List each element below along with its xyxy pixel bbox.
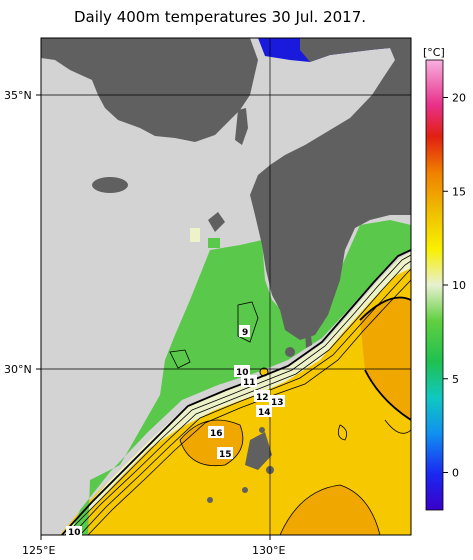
tsushima-island — [235, 108, 248, 145]
japan-landmass — [250, 38, 411, 340]
y-tick-label: 35°N — [4, 89, 32, 102]
hot-water-core — [280, 485, 380, 535]
contour-label: 10 — [236, 368, 249, 378]
hot-water-core — [360, 297, 411, 420]
thick-contours — [61, 249, 411, 535]
data-patch — [190, 228, 200, 242]
colorbar-tick-label: 0 — [452, 467, 459, 480]
cold-water-region — [70, 220, 411, 535]
contour-label: 15 — [219, 450, 232, 460]
colorbar-unit: [°C] — [423, 46, 445, 59]
contour-label: 12 — [256, 393, 269, 403]
colorbar-tick-label: 5 — [452, 373, 459, 386]
contour-label: 14 — [258, 408, 271, 418]
tanegashima-island — [305, 325, 312, 348]
y-tick-label: 30°N — [4, 363, 32, 376]
x-tick-label: 130°E — [252, 544, 285, 557]
frontal-band — [62, 252, 411, 535]
colorbar-tick-label: 15 — [452, 185, 466, 198]
colorbar: [°C] 20 15 10 5 0 — [423, 46, 466, 511]
plot-frame — [40, 37, 412, 536]
contour-label: 9 — [242, 328, 248, 338]
goto-islands — [208, 212, 225, 232]
x-tick-label: 125°E — [22, 544, 55, 557]
contour-label-group: 9 10 11 12 13 14 15 16 10 — [66, 325, 285, 538]
contour-label: 11 — [243, 378, 256, 388]
korea-landmass — [41, 38, 258, 142]
map-title: Daily 400m temperatures 30 Jul. 2017. — [73, 8, 367, 26]
colorbar-gradient — [425, 59, 444, 511]
colorbar-tick-label: 10 — [452, 279, 466, 292]
contour-label: 16 — [210, 429, 223, 439]
graticule — [41, 38, 411, 535]
small-island — [207, 497, 213, 503]
contour-label: 13 — [271, 398, 284, 408]
small-island — [259, 427, 265, 433]
yakushima-island — [285, 347, 295, 357]
tick-marks — [36, 94, 271, 540]
contour-label: 10 — [68, 528, 81, 538]
colorbar-tick-label: 20 — [452, 92, 466, 105]
small-island — [242, 487, 248, 493]
data-patch — [208, 238, 220, 248]
amami-island — [245, 432, 272, 470]
jeju-island — [92, 177, 128, 193]
